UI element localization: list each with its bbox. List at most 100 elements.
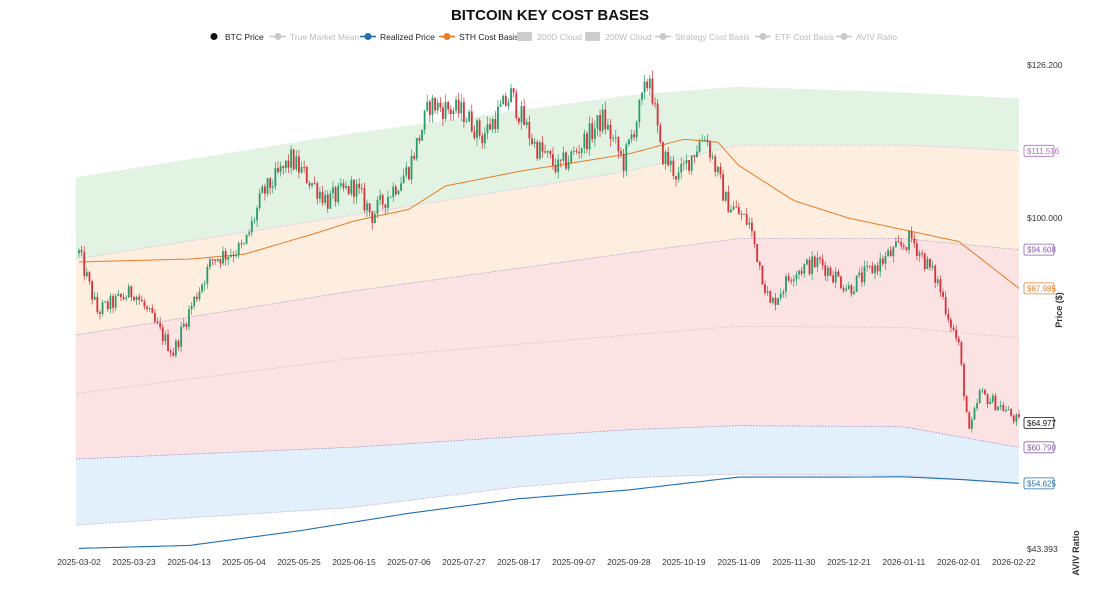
legend-item[interactable]: 200D Cloud — [517, 32, 582, 42]
candle — [392, 182, 395, 202]
band-lines — [75, 144, 1020, 526]
candle — [209, 257, 211, 271]
candle — [973, 406, 976, 421]
candle — [771, 296, 774, 305]
candle — [290, 145, 293, 175]
candle — [745, 208, 748, 226]
candle — [229, 248, 232, 259]
candle — [1007, 405, 1010, 411]
candle — [614, 129, 617, 144]
candle — [394, 184, 397, 197]
candle — [206, 263, 209, 289]
candle — [536, 139, 539, 161]
candle — [355, 179, 358, 204]
candle — [557, 154, 560, 179]
candle — [211, 258, 214, 266]
candle — [324, 190, 327, 206]
candle — [915, 239, 918, 261]
candle — [240, 239, 243, 249]
candle — [633, 130, 636, 141]
candle — [606, 118, 609, 131]
candle — [452, 107, 455, 121]
candle — [342, 179, 345, 192]
candle — [685, 154, 688, 171]
candle — [415, 137, 418, 161]
candle — [544, 144, 546, 154]
svg-text:$60.790: $60.790 — [1027, 443, 1056, 452]
candle — [366, 199, 368, 217]
candle — [698, 138, 701, 153]
legend-marker — [443, 33, 451, 40]
candle — [494, 111, 497, 134]
candle — [625, 142, 628, 177]
candle — [326, 190, 329, 213]
candle — [164, 331, 167, 346]
candle — [78, 248, 80, 258]
candle — [604, 101, 607, 135]
legend-item[interactable]: 200W Cloud — [585, 32, 652, 42]
candle — [703, 136, 706, 143]
candle — [934, 263, 937, 289]
candle — [845, 284, 848, 293]
candle — [732, 201, 735, 211]
candle — [761, 265, 764, 285]
candle — [803, 263, 806, 278]
candle — [266, 177, 269, 197]
candle — [777, 297, 780, 306]
candle — [261, 184, 264, 194]
svg-text:$64.977: $64.977 — [1027, 419, 1056, 428]
candle — [159, 317, 162, 331]
candle — [180, 322, 183, 353]
candle — [737, 202, 740, 215]
x-tick-label: 2025-11-30 — [772, 557, 815, 567]
legend-item[interactable]: BTC Price — [210, 32, 265, 42]
candle — [193, 295, 196, 310]
candle — [133, 295, 135, 302]
legend-item[interactable]: ETF Cost Basis — [755, 32, 834, 42]
candle — [368, 203, 371, 217]
candle — [1015, 413, 1018, 427]
candle — [109, 293, 112, 314]
legend: BTC Price True Market Mean Realized Price S… — [210, 32, 897, 42]
candle — [999, 400, 1002, 411]
legend-marker — [364, 33, 372, 40]
candle — [874, 263, 876, 280]
candle — [384, 204, 387, 214]
candle — [135, 295, 138, 305]
candle — [321, 185, 324, 207]
candle — [350, 176, 353, 197]
end-label: $60.790 — [1023, 441, 1056, 454]
candle — [651, 70, 654, 106]
candle — [203, 280, 206, 291]
candle — [641, 91, 643, 106]
legend-label: Strategy Cost Basis — [675, 32, 750, 42]
candle — [106, 299, 109, 312]
x-tick-label: 2025-04-13 — [167, 557, 211, 567]
x-tick-label: 2025-06-15 — [332, 557, 376, 567]
candle — [897, 235, 900, 243]
candle — [572, 146, 575, 155]
candle — [929, 258, 931, 271]
candle — [575, 147, 578, 155]
candle — [313, 176, 316, 185]
legend-item[interactable]: Strategy Cost Basis — [655, 32, 750, 42]
legend-item[interactable]: Realized Price — [360, 32, 435, 42]
legend-item[interactable]: AVIV Ratio — [836, 32, 897, 42]
candle — [957, 335, 960, 346]
candle — [918, 250, 921, 262]
legend-item[interactable]: True Market Mean — [270, 32, 359, 42]
candle — [397, 189, 400, 196]
legend-item[interactable]: STH Cost Basis — [439, 32, 519, 42]
candle — [743, 213, 745, 215]
candle — [177, 339, 180, 351]
candle — [714, 154, 717, 177]
candle — [449, 105, 452, 121]
candle — [224, 248, 227, 266]
candle — [790, 277, 793, 285]
candle — [434, 97, 437, 114]
candle — [277, 161, 279, 175]
x-tick-label: 2026-02-22 — [992, 557, 1036, 567]
candle — [939, 275, 942, 297]
y-tick-label: $126.200 — [1027, 60, 1063, 70]
candle — [423, 110, 426, 135]
